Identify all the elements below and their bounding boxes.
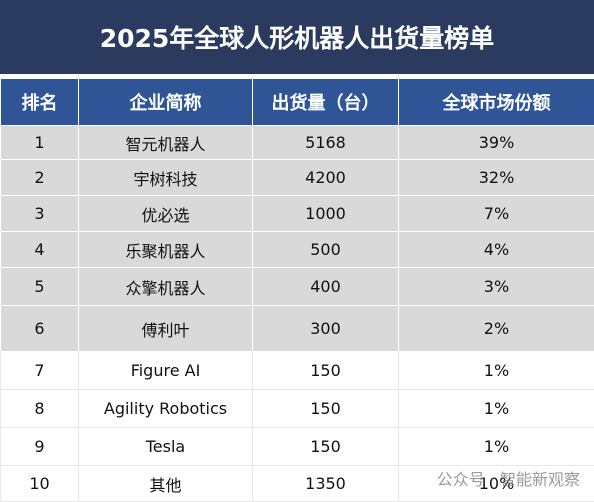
table-cell: 300	[253, 306, 399, 352]
watermark: 公众号 · 智能新观察	[437, 466, 580, 490]
table-cell: 5168	[253, 126, 399, 160]
table-cell: 3	[1, 196, 79, 232]
title: 2025年全球人形机器人出货量榜单	[0, 0, 594, 74]
table-cell: 7%	[399, 196, 594, 232]
table-cell: Agility Robotics	[79, 390, 253, 428]
table-cell: 智元机器人	[79, 126, 253, 160]
header-cell: 全球市场份额	[399, 79, 594, 126]
table-cell: 4200	[253, 160, 399, 196]
table-cell: 4%	[399, 232, 594, 268]
table-cell: 优必选	[79, 196, 253, 232]
table-cell: 150	[253, 352, 399, 390]
header-cell: 企业简称	[79, 79, 253, 126]
table-cell: 1	[1, 126, 79, 160]
table-cell: 7	[1, 352, 79, 390]
table-cell: 其他	[79, 466, 253, 502]
table-cell: 5	[1, 268, 79, 306]
table-cell: 2	[1, 160, 79, 196]
header-cell: 出货量（台）	[253, 79, 399, 126]
table-cell: 32%	[399, 160, 594, 196]
table-cell: 10	[1, 466, 79, 502]
table-cell: 150	[253, 428, 399, 466]
header-cell: 排名	[1, 79, 79, 126]
table-cell: Tesla	[79, 428, 253, 466]
table-cell: 1%	[399, 390, 594, 428]
table-cell: 500	[253, 232, 399, 268]
table-cell: 众擎机器人	[79, 268, 253, 306]
table-cell: 150	[253, 390, 399, 428]
table-cell: 8	[1, 390, 79, 428]
table-cell: 1350	[253, 466, 399, 502]
table-cell: 6	[1, 306, 79, 352]
table-cell: 9	[1, 428, 79, 466]
table-cell: 乐聚机器人	[79, 232, 253, 268]
table-cell: 400	[253, 268, 399, 306]
table-cell: 1%	[399, 352, 594, 390]
header-row: 排名企业简称出货量（台）全球市场份额	[1, 79, 594, 126]
table-cell: 傅利叶	[79, 306, 253, 352]
table-cell: 宇树科技	[79, 160, 253, 196]
table-cell: 1000	[253, 196, 399, 232]
table-cell: 1%	[399, 428, 594, 466]
table-cell: 2%	[399, 306, 594, 352]
table-cell: 3%	[399, 268, 594, 306]
table-cell: 4	[1, 232, 79, 268]
table-cell: Figure AI	[79, 352, 253, 390]
table-cell: 39%	[399, 126, 594, 160]
